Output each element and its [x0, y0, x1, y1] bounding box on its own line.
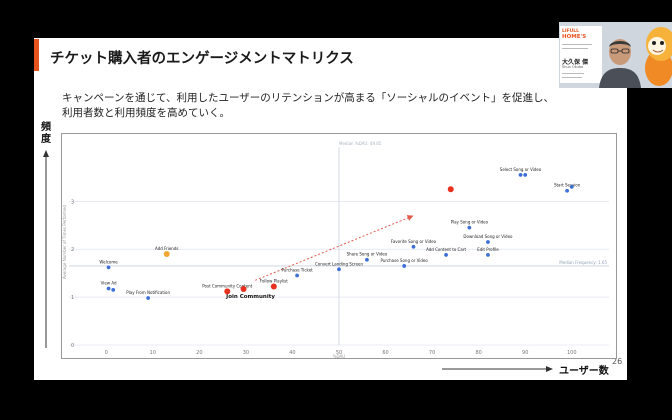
card-text-line: [562, 77, 582, 78]
median-y-label: Median Frequency: 1.65: [559, 260, 607, 265]
data-point: [270, 283, 277, 290]
slide-description: キャンペーンを通じて、利用したユーザーのリテンションが高まる「ソーシャルのイベン…: [62, 91, 622, 121]
slide-title: チケット購入者のエンゲージメントマトリクス: [50, 51, 354, 67]
data-point: [337, 267, 341, 272]
data-point: [240, 285, 247, 292]
data-point: [467, 225, 472, 230]
data-point-label: Post Community Content: [202, 283, 252, 288]
data-point-label: Convert Landing Screen: [315, 261, 364, 266]
data-point: [106, 286, 111, 291]
growth-arrow: [255, 215, 414, 281]
card-logo-text: LIFULL: [562, 29, 580, 34]
engagement-matrix-chart: Median %DAU: 49.85 Median Frequency: 1.65…: [61, 133, 617, 359]
speaker-business-card: LIFULL HOME'S 大久保 傑 Shun Okubo: [560, 26, 602, 83]
data-point: [444, 253, 448, 257]
data-point-label: Purchase Ticket: [281, 268, 313, 273]
description-line-1: キャンペーンを通じて、利用したユーザーのリテンションが高まる「ソーシャルのイベン…: [62, 92, 555, 104]
y-axis-title: Average Number of Times Performed: [62, 205, 67, 279]
data-point: [111, 288, 116, 292]
y-tick-label: 1: [71, 295, 74, 301]
x-tick-label: 80: [475, 350, 481, 356]
data-point: [106, 265, 111, 270]
x-tick-label: 30: [243, 350, 249, 356]
data-point-label: Select Song or Video: [500, 167, 542, 172]
speaker-person-icon: [599, 39, 641, 88]
data-point: [447, 186, 454, 193]
y-tick-label: 0: [71, 343, 74, 349]
data-point-label: Start Session: [554, 183, 581, 188]
data-point: [523, 173, 528, 177]
data-point: [402, 264, 407, 268]
x-tick-label: 40: [289, 350, 295, 356]
data-point: [224, 288, 231, 295]
card-text-line: [562, 48, 588, 49]
title-accent-bar: [34, 39, 39, 71]
growth-arrow-line: [255, 215, 414, 281]
median-x-label: Median %DAU: 49.85: [339, 141, 382, 146]
user-count-axis-label: ユーザー数: [559, 366, 609, 377]
growth-arrow-head: [406, 215, 414, 221]
card-text-line: [562, 73, 584, 74]
data-point: [569, 185, 574, 189]
data-point-label: Play From Notification: [126, 290, 170, 295]
mascot-character-icon: [645, 27, 672, 86]
data-point-label: View Ad: [101, 280, 117, 285]
x-tick-label: 90: [522, 350, 528, 356]
data-point-label: Welcome: [99, 259, 118, 264]
card-brand-text: HOME'S: [562, 34, 587, 40]
data-point: [365, 257, 369, 262]
data-point: [565, 188, 570, 193]
data-point-label: Download Song or Video: [463, 234, 513, 239]
description-line-2: 利用者数と利用頻度を高めていく。: [62, 107, 230, 119]
data-point-label: Add Content to Cart: [426, 247, 466, 252]
data-point: [518, 173, 523, 177]
y-tick-label: 2: [71, 247, 74, 253]
data-point-label: Share Song or Video: [347, 252, 388, 257]
x-tick-label: 0: [105, 350, 108, 356]
frequency-arrow-icon: [43, 150, 49, 348]
data-points: Welcome View Ad Play From Notification Add …: [99, 167, 580, 300]
data-point-label: Favorite Song or Video: [391, 239, 437, 244]
frequency-axis-label: 頻度: [41, 122, 51, 145]
data-point-label: Edit Profile: [477, 247, 499, 252]
x-tick-label: 50: [336, 350, 342, 356]
card-text-line: [562, 44, 592, 45]
x-axis-title: %DAU: [333, 354, 346, 359]
data-point: [486, 253, 490, 257]
data-point: [163, 250, 170, 257]
x-tick-label: 100: [567, 350, 577, 356]
data-point-label: Purchase Song or Video: [381, 258, 429, 263]
x-tick-label: 20: [196, 350, 202, 356]
x-tick-label: 70: [429, 350, 435, 356]
highlight-label: Join Community: [225, 294, 275, 300]
speaker-name: 大久保 傑: [562, 59, 589, 66]
user-count-arrow-icon: [442, 366, 553, 372]
data-point: [295, 273, 300, 278]
speaker-name-roman: Shun Okubo: [562, 65, 584, 69]
data-point: [486, 240, 490, 244]
x-tick-label: 10: [150, 350, 156, 356]
axis-ticks: 0 10 20 30 40 50 60 70 80 90 100 0 1 2 3 %DAU Average Nu…: [62, 199, 577, 359]
data-point-label: Follow Playlist: [260, 279, 288, 284]
median-lines: Median %DAU: 49.85 Median Frequency: 1.65: [69, 141, 609, 345]
data-point: [146, 296, 151, 300]
data-point-label: Add Friends: [155, 246, 178, 251]
data-point-label: Play Song or Video: [451, 220, 489, 225]
y-tick-label: 3: [71, 199, 74, 205]
page-number: 26: [612, 357, 623, 366]
x-tick-label: 60: [382, 350, 388, 356]
data-point: [411, 244, 416, 249]
